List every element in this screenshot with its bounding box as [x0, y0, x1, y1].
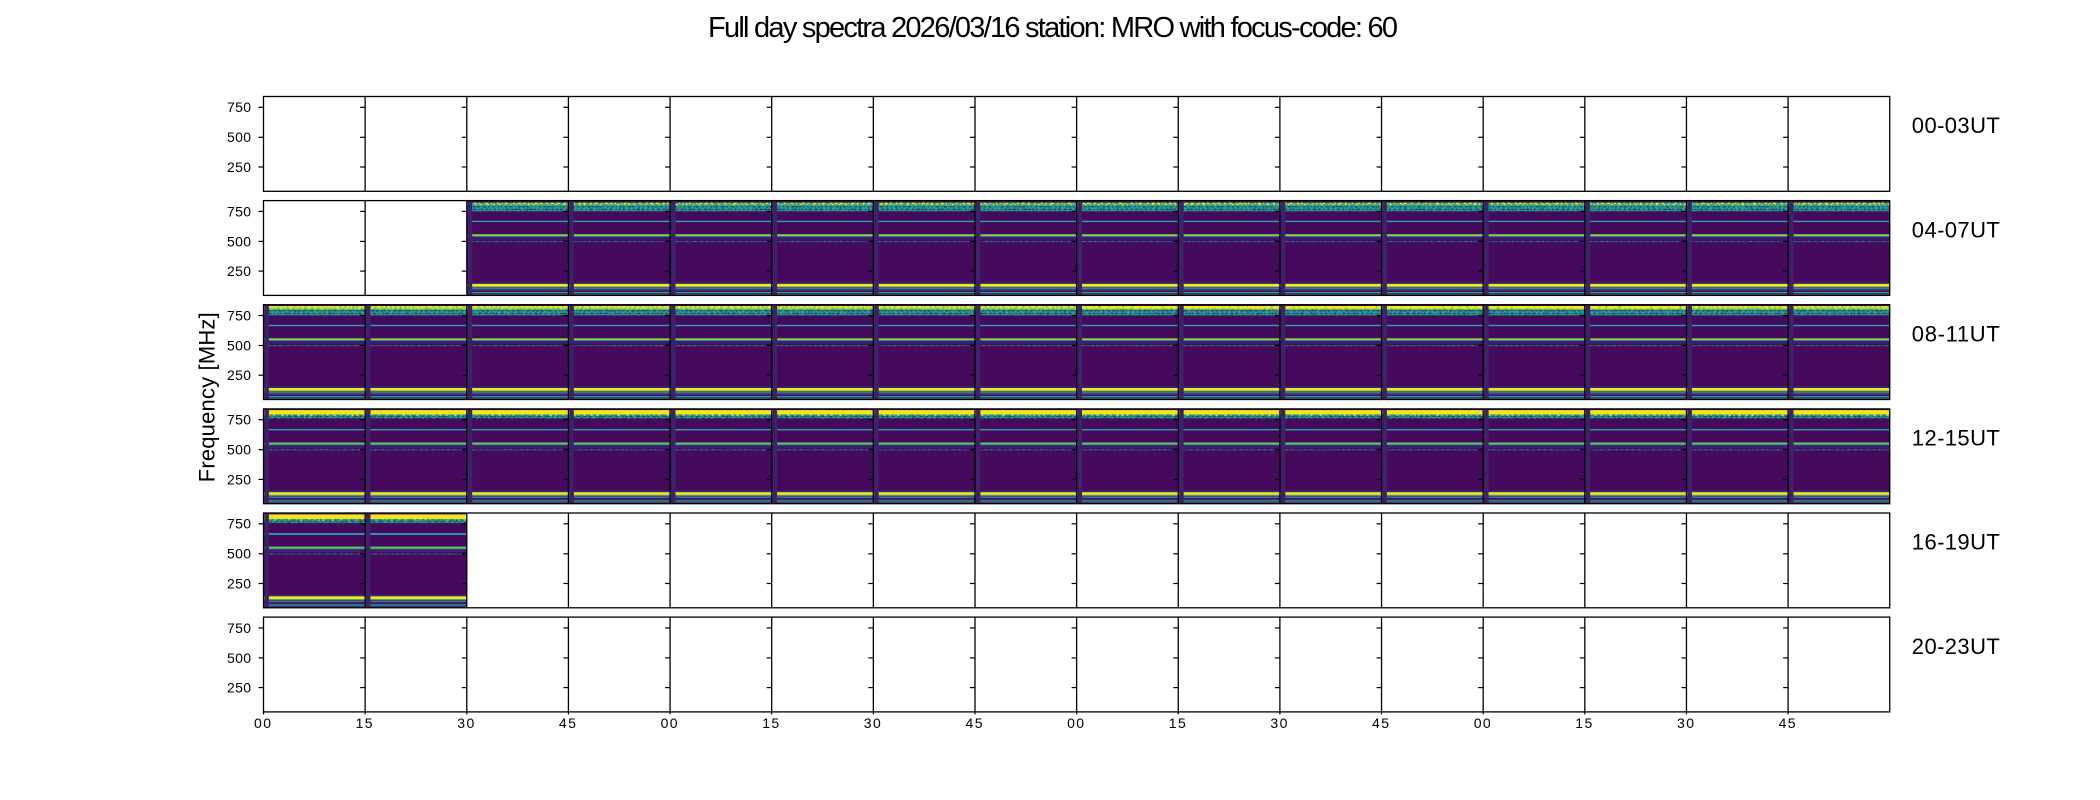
svg-text:15: 15: [1169, 715, 1186, 731]
svg-text:45: 45: [1372, 715, 1389, 731]
svg-text:500: 500: [227, 233, 251, 249]
svg-text:20-23UT: 20-23UT: [1912, 634, 2000, 659]
svg-text:08-11UT: 08-11UT: [1912, 321, 2000, 346]
svg-text:45: 45: [966, 715, 983, 731]
svg-text:250: 250: [227, 159, 251, 175]
svg-text:00-03UT: 00-03UT: [1912, 113, 2000, 138]
svg-text:30: 30: [864, 715, 881, 731]
svg-text:00: 00: [254, 715, 271, 731]
svg-text:30: 30: [1270, 715, 1287, 731]
svg-text:15: 15: [762, 715, 779, 731]
svg-text:04-07UT: 04-07UT: [1912, 217, 2000, 242]
svg-text:500: 500: [227, 337, 251, 353]
svg-text:30: 30: [457, 715, 474, 731]
svg-text:750: 750: [227, 516, 251, 532]
svg-text:500: 500: [227, 442, 251, 458]
svg-text:750: 750: [227, 203, 251, 219]
svg-text:500: 500: [227, 129, 251, 145]
svg-text:750: 750: [227, 620, 251, 636]
svg-text:00: 00: [1067, 715, 1084, 731]
svg-text:750: 750: [227, 307, 251, 323]
svg-text:15: 15: [356, 715, 373, 731]
svg-text:00: 00: [1474, 715, 1491, 731]
svg-text:45: 45: [1779, 715, 1796, 731]
svg-text:750: 750: [227, 412, 251, 428]
svg-text:250: 250: [227, 471, 251, 487]
svg-text:16-19UT: 16-19UT: [1912, 530, 2000, 555]
svg-text:Frequency [MHz]: Frequency [MHz]: [195, 312, 220, 482]
svg-text:750: 750: [227, 99, 251, 115]
svg-text:45: 45: [559, 715, 576, 731]
svg-text:250: 250: [227, 680, 251, 696]
svg-text:250: 250: [227, 263, 251, 279]
svg-text:12-15UT: 12-15UT: [1912, 426, 2000, 451]
svg-text:Full day spectra 2026/03/16 st: Full day spectra 2026/03/16 station: MRO…: [708, 12, 1398, 44]
svg-text:250: 250: [227, 575, 251, 591]
svg-text:250: 250: [227, 367, 251, 383]
svg-text:15: 15: [1575, 715, 1592, 731]
svg-text:500: 500: [227, 546, 251, 562]
svg-text:500: 500: [227, 650, 251, 666]
svg-text:30: 30: [1677, 715, 1694, 731]
svg-text:00: 00: [661, 715, 678, 731]
